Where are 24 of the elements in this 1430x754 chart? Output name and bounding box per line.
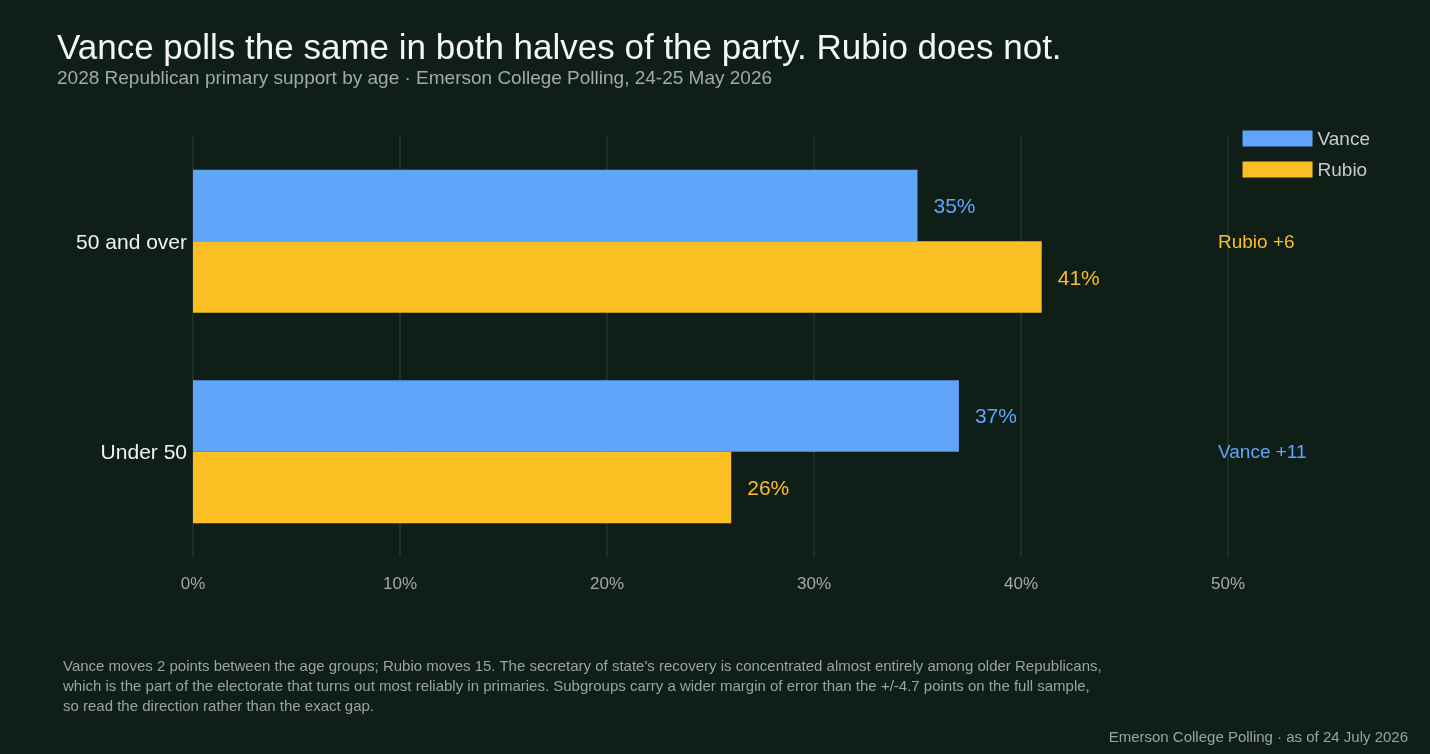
text: Emerson College Polling · as of 24 July 2026 xyxy=(1108,728,1409,745)
chart-subtitle: 2028 Republican primary support by age · Emerson College Polling, 24-25 May 2026 xyxy=(57,67,773,88)
bar xyxy=(193,169,918,242)
bar xyxy=(193,241,1042,313)
annotation: Vance +11 xyxy=(1218,441,1307,463)
legend-label: Rubio xyxy=(1317,159,1368,180)
x-tick-label: 40% xyxy=(1003,574,1039,593)
chart-title: Vance polls the same in both halves of the party. Rubio does not. xyxy=(57,27,1062,66)
y-tick-label: Under 50 xyxy=(100,440,187,464)
data-label: 26% xyxy=(747,476,790,500)
bar xyxy=(193,451,732,524)
annotation: Rubio +6 xyxy=(1218,230,1295,252)
text: Vance moves 2 points between the age groups; Rubio moves 15. The secretary of state's recovery is concentrated almost entirely among older Republicans, which is the part of the electorate that turns out most reliably in primaries. Subgroups carry a wider margin of error than the +/-4.7 points on the full sample, so read the direction rather than the exact gap. xyxy=(62,656,1106,714)
data-label: 41% xyxy=(1057,265,1100,289)
data-label: 37% xyxy=(974,404,1017,428)
x-tick-label: 20% xyxy=(589,574,625,593)
x-tick-label: 50% xyxy=(1210,574,1246,593)
data-label: 35% xyxy=(933,193,976,217)
x-tick-label: 0% xyxy=(180,574,206,593)
y-tick-label: 50 and over xyxy=(76,229,187,253)
x-tick-label: 10% xyxy=(382,574,418,593)
x-tick-label: 30% xyxy=(796,574,832,593)
bar xyxy=(193,380,959,452)
legend-label: Vance xyxy=(1317,128,1371,149)
